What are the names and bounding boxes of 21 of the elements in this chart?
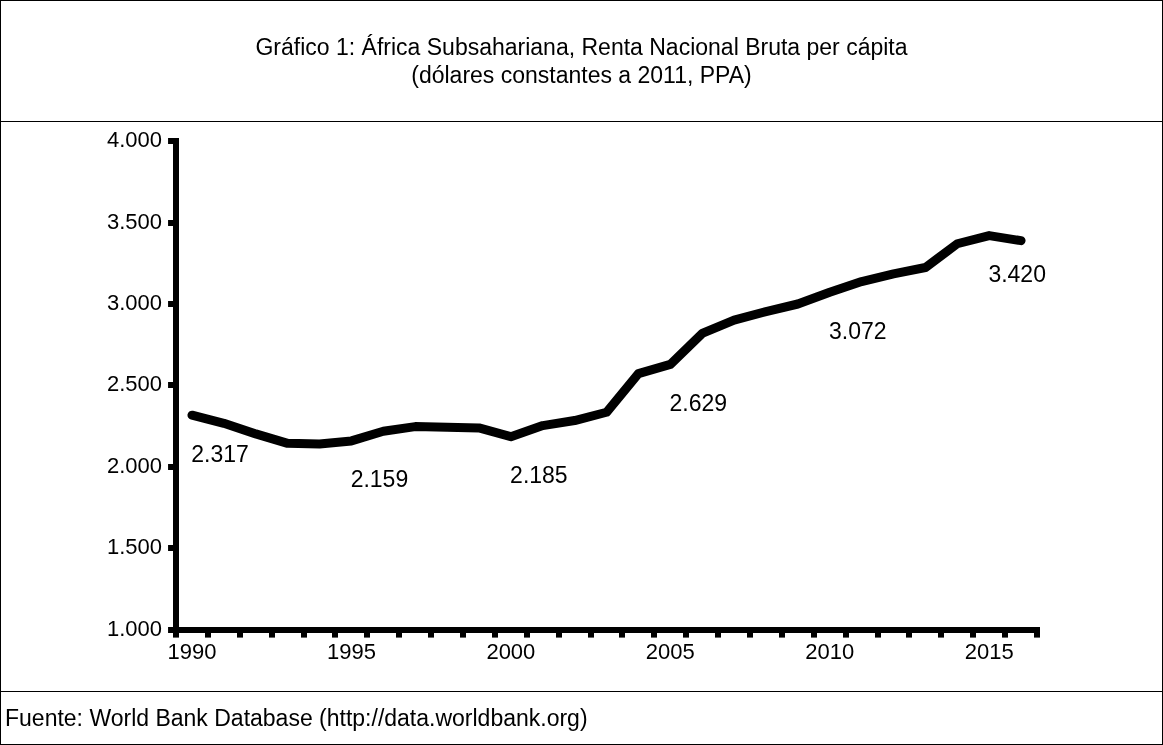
data-label: 2.629	[669, 389, 728, 416]
x-tick-label: 1995	[326, 638, 376, 664]
data-label: 2.185	[510, 462, 568, 489]
y-tick-label: 2.500	[106, 371, 163, 397]
data-label: 2.159	[350, 466, 409, 493]
y-tick-label: 3.000	[106, 290, 163, 316]
y-tick-label: 3.500	[106, 208, 163, 234]
data-label: 3.420	[988, 260, 1046, 287]
x-tick-label: 2000	[486, 638, 536, 664]
source-note: Fuente: World Bank Database (http://data.worldbank.org)	[1, 691, 1162, 744]
x-tick-label: 2005	[645, 638, 695, 664]
x-tick-label: 1990	[167, 638, 217, 664]
y-tick-label: 1.000	[106, 615, 163, 641]
y-tick-label: 2.000	[106, 452, 163, 478]
chart-title: Gráfico 1: África Subsahariana, Renta Nacional Bruta per cápita (dólares constantes a 2011, PPA)	[1, 1, 1162, 122]
x-tick-label: 2010	[805, 638, 855, 664]
y-tick-label: 1.500	[106, 534, 163, 560]
y-tick-label: 4.000	[106, 127, 163, 153]
data-label: 3.072	[828, 317, 887, 344]
data-label: 2.317	[191, 440, 249, 467]
x-tick-label: 2015	[964, 638, 1014, 664]
